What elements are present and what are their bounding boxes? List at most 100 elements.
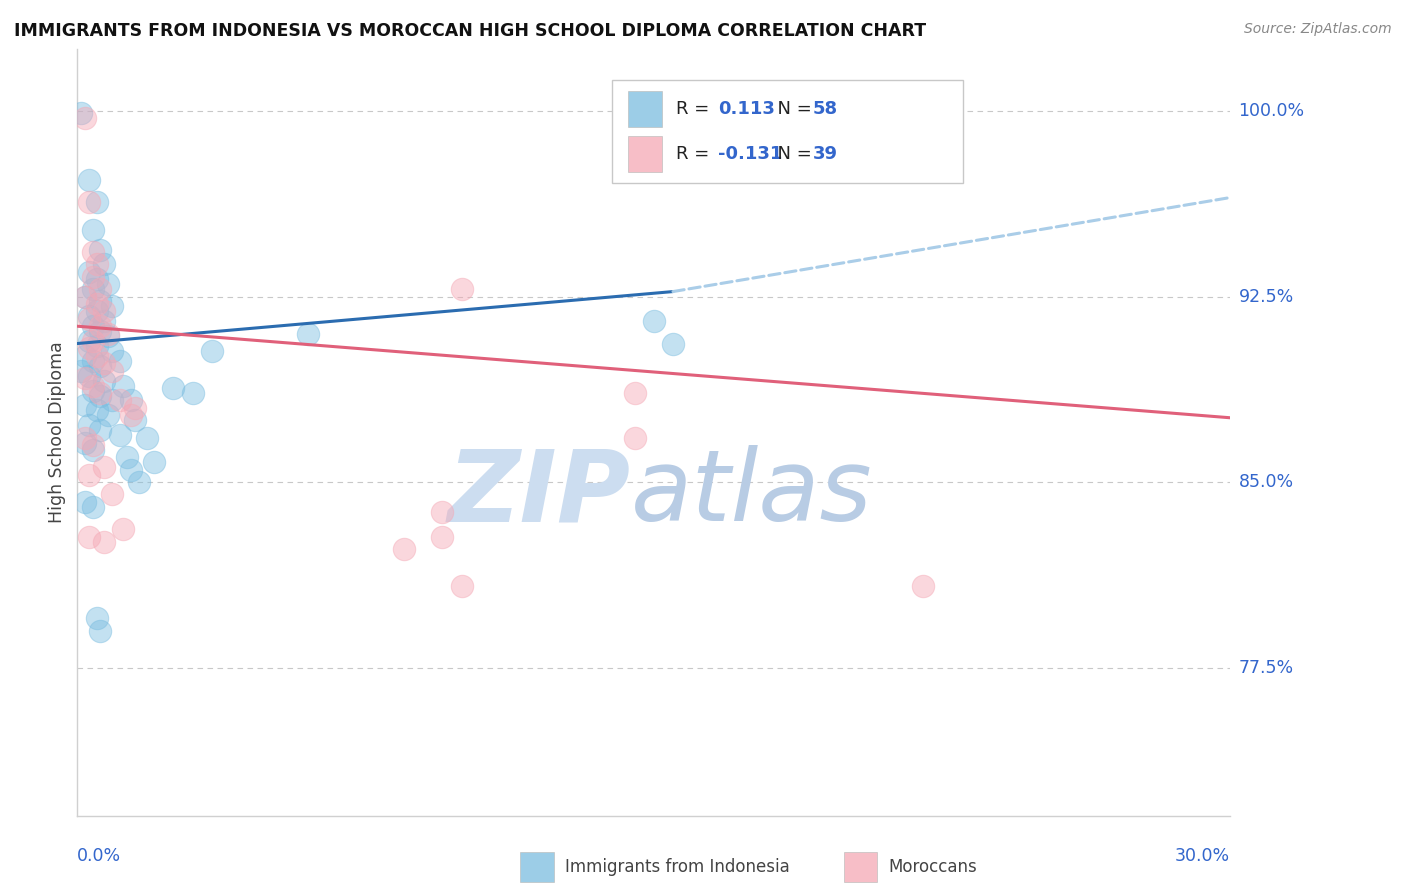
Point bbox=[73, 435, 96, 450]
Point bbox=[450, 282, 472, 296]
Point bbox=[89, 388, 111, 402]
Point bbox=[82, 244, 104, 259]
Point bbox=[82, 378, 104, 392]
Point bbox=[128, 475, 150, 489]
Point bbox=[162, 381, 184, 395]
Point bbox=[124, 401, 146, 415]
Point bbox=[143, 455, 166, 469]
Point bbox=[82, 354, 104, 368]
Point bbox=[120, 393, 142, 408]
Point bbox=[101, 487, 124, 501]
Point bbox=[82, 438, 104, 452]
Point bbox=[97, 329, 120, 343]
Point bbox=[108, 393, 131, 408]
Point bbox=[77, 173, 100, 187]
Point bbox=[135, 431, 157, 445]
Text: Immigrants from Indonesia: Immigrants from Indonesia bbox=[565, 858, 790, 876]
Point bbox=[117, 450, 139, 465]
Point bbox=[93, 534, 115, 549]
Point bbox=[86, 272, 108, 286]
Point bbox=[108, 354, 131, 368]
Point bbox=[77, 342, 100, 356]
Text: -0.131: -0.131 bbox=[718, 145, 783, 163]
Text: 58: 58 bbox=[813, 100, 838, 118]
Point bbox=[93, 460, 115, 475]
Point bbox=[77, 195, 100, 210]
Text: IMMIGRANTS FROM INDONESIA VS MOROCCAN HIGH SCHOOL DIPLOMA CORRELATION CHART: IMMIGRANTS FROM INDONESIA VS MOROCCAN HI… bbox=[14, 22, 927, 40]
Point bbox=[93, 304, 115, 318]
Point bbox=[77, 368, 100, 383]
Point bbox=[662, 336, 685, 351]
Text: R =: R = bbox=[676, 145, 716, 163]
Point bbox=[70, 364, 93, 378]
Point bbox=[112, 522, 135, 536]
Point bbox=[623, 431, 645, 445]
Point bbox=[82, 282, 104, 296]
Point bbox=[89, 282, 111, 296]
Point bbox=[86, 257, 108, 271]
Point bbox=[120, 409, 142, 423]
Point bbox=[93, 374, 115, 388]
Text: 30.0%: 30.0% bbox=[1175, 847, 1230, 864]
Text: 0.0%: 0.0% bbox=[77, 847, 121, 864]
Point bbox=[82, 384, 104, 398]
Point bbox=[86, 304, 108, 318]
Point bbox=[297, 326, 319, 341]
Text: 85.0%: 85.0% bbox=[1239, 473, 1294, 491]
Point bbox=[112, 378, 135, 392]
Text: R =: R = bbox=[676, 100, 716, 118]
Point bbox=[82, 223, 104, 237]
Point bbox=[101, 343, 124, 358]
Point bbox=[89, 624, 111, 638]
Point bbox=[77, 265, 100, 279]
Point bbox=[86, 403, 108, 417]
Text: Source: ZipAtlas.com: Source: ZipAtlas.com bbox=[1244, 22, 1392, 37]
Point bbox=[77, 467, 100, 482]
Point bbox=[89, 423, 111, 437]
Point bbox=[93, 257, 115, 271]
Text: ZIP: ZIP bbox=[447, 445, 631, 542]
Point bbox=[86, 339, 108, 353]
Point bbox=[93, 356, 115, 370]
Point bbox=[432, 505, 454, 519]
Text: N =: N = bbox=[766, 145, 818, 163]
Point bbox=[89, 324, 111, 338]
Point bbox=[82, 500, 104, 514]
Point bbox=[70, 106, 93, 120]
Point bbox=[86, 297, 108, 311]
Point bbox=[97, 409, 120, 423]
Point bbox=[77, 418, 100, 433]
Point bbox=[73, 495, 96, 509]
Point bbox=[101, 364, 124, 378]
Point bbox=[82, 334, 104, 348]
Text: 0.113: 0.113 bbox=[718, 100, 775, 118]
Point bbox=[101, 300, 124, 314]
Point bbox=[643, 314, 665, 328]
Point bbox=[82, 319, 104, 334]
Y-axis label: High School Diploma: High School Diploma bbox=[48, 342, 66, 524]
Point bbox=[201, 343, 224, 358]
Point bbox=[82, 269, 104, 284]
Point bbox=[73, 349, 96, 363]
Point bbox=[86, 349, 108, 363]
Point bbox=[392, 541, 415, 556]
Point bbox=[89, 243, 111, 257]
Point bbox=[77, 334, 100, 348]
Point bbox=[97, 277, 120, 292]
Text: 39: 39 bbox=[813, 145, 838, 163]
Point bbox=[108, 428, 131, 442]
Point bbox=[89, 386, 111, 401]
Point bbox=[73, 398, 96, 412]
Point bbox=[89, 294, 111, 309]
Point bbox=[911, 579, 934, 593]
Text: Moroccans: Moroccans bbox=[889, 858, 977, 876]
Point bbox=[77, 311, 100, 326]
Point bbox=[73, 431, 96, 445]
Point bbox=[120, 463, 142, 477]
Point bbox=[89, 319, 111, 334]
Point bbox=[86, 611, 108, 625]
Text: 77.5%: 77.5% bbox=[1239, 658, 1294, 677]
Point bbox=[82, 442, 104, 457]
Point bbox=[77, 310, 100, 324]
Point bbox=[73, 289, 96, 303]
